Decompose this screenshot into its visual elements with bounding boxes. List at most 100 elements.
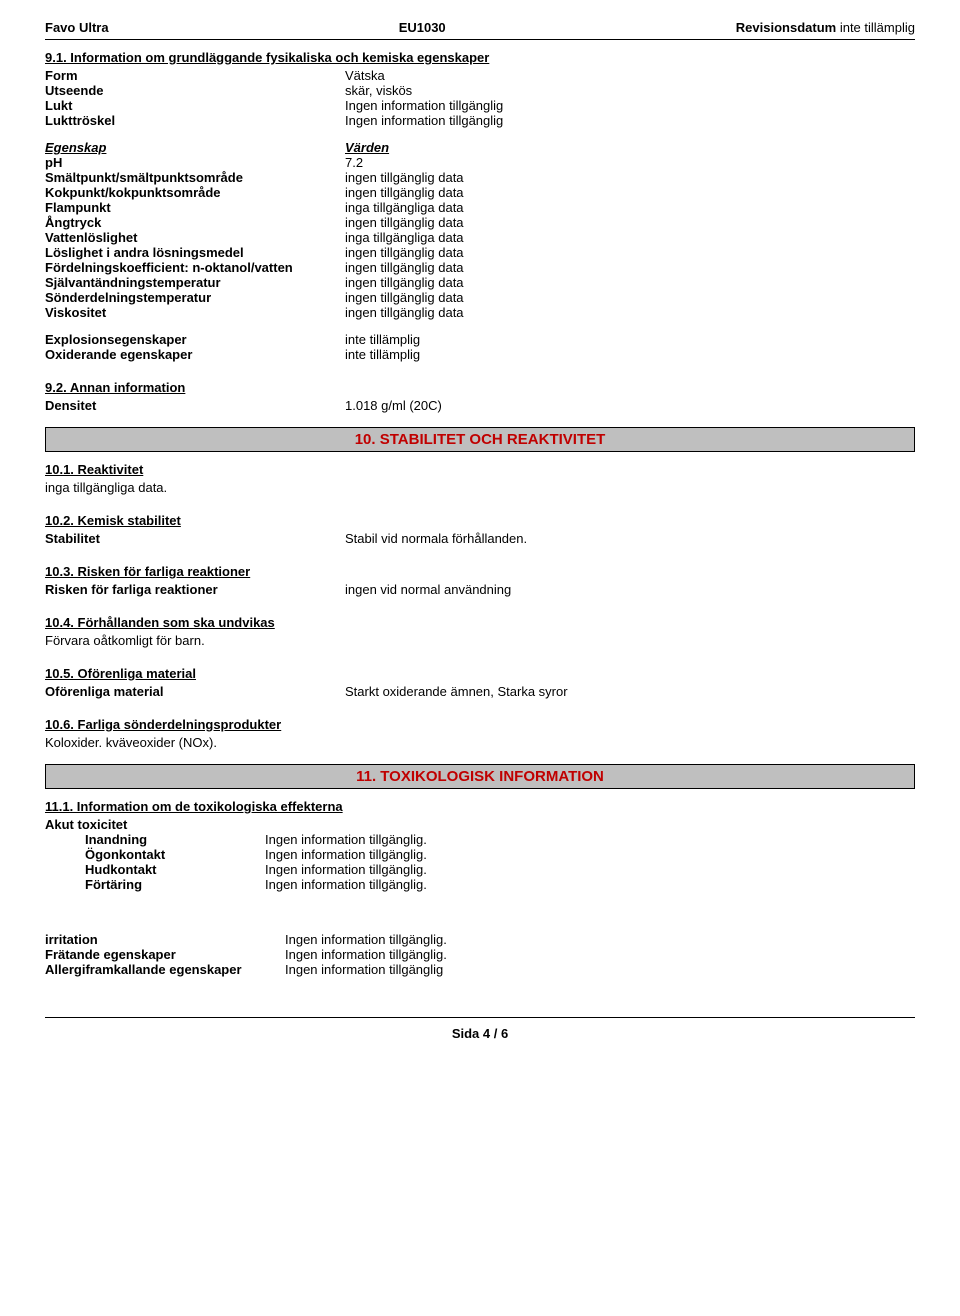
label: Frätande egenskaper	[45, 947, 285, 962]
value: Ingen information tillgänglig.	[285, 932, 915, 947]
label: Explosionsegenskaper	[45, 332, 345, 347]
page-footer: Sida 4 / 6	[45, 1017, 915, 1041]
label: Form	[45, 68, 345, 83]
value: inga tillgängliga data	[345, 200, 915, 215]
kv-row: InandningIngen information tillgänglig.	[85, 832, 915, 847]
acute-toxicity-label: Akut toxicitet	[45, 817, 915, 832]
kv-row: HudkontaktIngen information tillgänglig.	[85, 862, 915, 877]
section-9-1-title: 9.1. Information om grundläggande fysika…	[45, 50, 915, 65]
kv-row: Fördelningskoefficient: n-oktanol/vatten…	[45, 260, 915, 275]
label: Självantändningstemperatur	[45, 275, 345, 290]
value: ingen tillgänglig data	[345, 170, 915, 185]
label: Oförenliga material	[45, 684, 345, 699]
kv-row: FörtäringIngen information tillgänglig.	[85, 877, 915, 892]
label: Hudkontakt	[85, 862, 265, 877]
label: Stabilitet	[45, 531, 345, 546]
page-header: Favo Ultra EU1030 Revisionsdatum inte ti…	[45, 20, 915, 40]
section-10-6-text: Koloxider. kväveoxider (NOx).	[45, 735, 915, 750]
value: inte tillämplig	[345, 332, 915, 347]
kv-row: ÖgonkontaktIngen information tillgänglig…	[85, 847, 915, 862]
value: Ingen information tillgänglig	[345, 113, 915, 128]
label: Smältpunkt/smältpunktsområde	[45, 170, 345, 185]
kv-row: FormVätska	[45, 68, 915, 83]
value: Värden	[345, 140, 915, 155]
kv-row: Allergiframkallande egenskaperIngen info…	[45, 962, 915, 977]
label: Ångtryck	[45, 215, 345, 230]
value: Ingen information tillgänglig	[345, 98, 915, 113]
section-10-4-title: 10.4. Förhållanden som ska undvikas	[45, 615, 915, 630]
kv-row: Löslighet i andra lösningsmedelingen til…	[45, 245, 915, 260]
section-10-1-title: 10.1. Reaktivitet	[45, 462, 915, 477]
section-9-2-title: 9.2. Annan information	[45, 380, 915, 395]
kv-row: LukttröskelIngen information tillgänglig	[45, 113, 915, 128]
value: ingen tillgänglig data	[345, 275, 915, 290]
label: Ögonkontakt	[85, 847, 265, 862]
value: Stabil vid normala förhållanden.	[345, 531, 915, 546]
value: skär, viskös	[345, 83, 915, 98]
kv-row: Viskositetingen tillgänglig data	[45, 305, 915, 320]
kv-row: Explosionsegenskaperinte tillämplig	[45, 332, 915, 347]
section-10-5-title: 10.5. Oförenliga material	[45, 666, 915, 681]
label: Egenskap	[45, 140, 345, 155]
label: Densitet	[45, 398, 345, 413]
label: irritation	[45, 932, 285, 947]
value: Ingen information tillgänglig	[285, 962, 915, 977]
value: ingen tillgänglig data	[345, 290, 915, 305]
kv-row: StabilitetStabil vid normala förhållande…	[45, 531, 915, 546]
props-header: EgenskapVärden	[45, 140, 915, 155]
revision-value: inte tillämplig	[840, 20, 915, 35]
label: Fördelningskoefficient: n-oktanol/vatten	[45, 260, 345, 275]
label: Oxiderande egenskaper	[45, 347, 345, 362]
kv-row: Kokpunkt/kokpunktsområdeingen tillgängli…	[45, 185, 915, 200]
kv-row: Densitet1.018 g/ml (20C)	[45, 398, 915, 413]
product-code: EU1030	[399, 20, 446, 35]
kv-row: Oförenliga materialStarkt oxiderande ämn…	[45, 684, 915, 699]
value: Starkt oxiderande ämnen, Starka syror	[345, 684, 915, 699]
acute-toxicity-list: InandningIngen information tillgänglig. …	[85, 832, 915, 892]
value: 1.018 g/ml (20C)	[345, 398, 915, 413]
revision: Revisionsdatum inte tillämplig	[736, 20, 915, 35]
value: Ingen information tillgänglig.	[265, 832, 915, 847]
label: Sönderdelningstemperatur	[45, 290, 345, 305]
kv-row: Smältpunkt/smältpunktsområdeingen tillgä…	[45, 170, 915, 185]
kv-row: LuktIngen information tillgänglig	[45, 98, 915, 113]
value: inga tillgängliga data	[345, 230, 915, 245]
value: inte tillämplig	[345, 347, 915, 362]
kv-row: Risken för farliga reaktioneringen vid n…	[45, 582, 915, 597]
label: Flampunkt	[45, 200, 345, 215]
value: Vätska	[345, 68, 915, 83]
section-10-6-title: 10.6. Farliga sönderdelningsprodukter	[45, 717, 915, 732]
label: Allergiframkallande egenskaper	[45, 962, 285, 977]
product-name: Favo Ultra	[45, 20, 109, 35]
label: pH	[45, 155, 345, 170]
kv-row: Flampunktinga tillgängliga data	[45, 200, 915, 215]
kv-row: irritationIngen information tillgänglig.	[45, 932, 915, 947]
label: Viskositet	[45, 305, 345, 320]
label: Kokpunkt/kokpunktsområde	[45, 185, 345, 200]
kv-row: Oxiderande egenskaperinte tillämplig	[45, 347, 915, 362]
value: ingen tillgänglig data	[345, 260, 915, 275]
label: Förtäring	[85, 877, 265, 892]
kv-row: Utseendeskär, viskös	[45, 83, 915, 98]
value: Ingen information tillgänglig.	[265, 847, 915, 862]
kv-row: Vattenlöslighetinga tillgängliga data	[45, 230, 915, 245]
label: Lukt	[45, 98, 345, 113]
label: Inandning	[85, 832, 265, 847]
section-10-3-title: 10.3. Risken för farliga reaktioner	[45, 564, 915, 579]
value: 7.2	[345, 155, 915, 170]
section-10-1-text: inga tillgängliga data.	[45, 480, 915, 495]
value: ingen vid normal användning	[345, 582, 915, 597]
section-11-1-title: 11.1. Information om de toxikologiska ef…	[45, 799, 915, 814]
label: Lukttröskel	[45, 113, 345, 128]
kv-row: pH7.2	[45, 155, 915, 170]
section-11-bar: 11. TOXIKOLOGISK INFORMATION	[45, 764, 915, 789]
section-10-4-text: Förvara oåtkomligt för barn.	[45, 633, 915, 648]
kv-row: Frätande egenskaperIngen information til…	[45, 947, 915, 962]
section-10-bar: 10. STABILITET OCH REAKTIVITET	[45, 427, 915, 452]
value: ingen tillgänglig data	[345, 185, 915, 200]
value: Ingen information tillgänglig.	[265, 862, 915, 877]
value: ingen tillgänglig data	[345, 245, 915, 260]
kv-row: Ångtryckingen tillgänglig data	[45, 215, 915, 230]
value: Ingen information tillgänglig.	[265, 877, 915, 892]
label: Risken för farliga reaktioner	[45, 582, 345, 597]
